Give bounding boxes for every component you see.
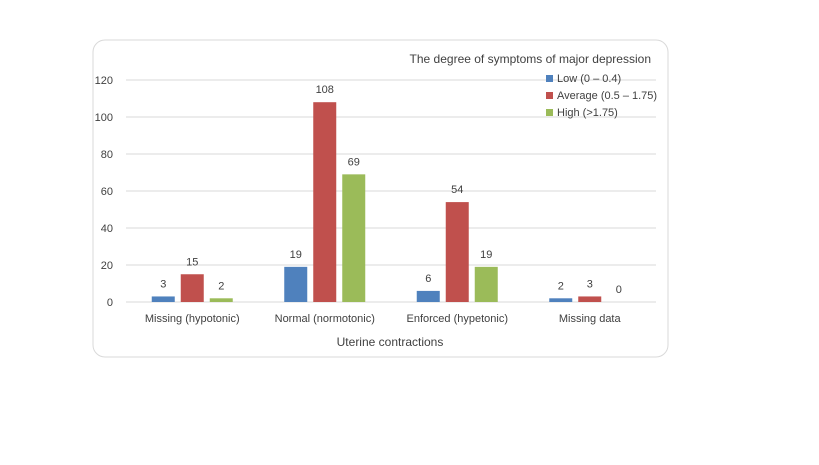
data-label: 19 — [290, 249, 302, 261]
bar-average — [180, 274, 204, 302]
y-tick-label: 20 — [101, 260, 113, 272]
y-tick-label: 0 — [107, 297, 113, 309]
bar-low — [416, 290, 440, 302]
legend-title: The degree of symptoms of major depressi… — [410, 52, 651, 66]
data-label: 0 — [616, 284, 622, 296]
bars — [151, 102, 602, 302]
y-tick-label: 60 — [101, 186, 113, 198]
data-label: 6 — [425, 273, 431, 285]
x-axis-ticks: Missing (hypotonic) Normal (normotonic) En… — [145, 313, 622, 325]
data-label: 15 — [186, 256, 198, 268]
bar-average — [578, 296, 602, 302]
x-tick-label: Missing data — [559, 313, 622, 325]
bar-low — [549, 298, 573, 302]
data-label: 2 — [558, 280, 564, 292]
y-tick-label: 80 — [101, 149, 113, 161]
x-tick-label: Normal (normotonic) — [275, 313, 375, 325]
bar-high — [209, 298, 233, 302]
data-label: 69 — [348, 156, 360, 168]
x-axis-title: Uterine contractions — [337, 335, 444, 349]
legend-swatch — [546, 109, 553, 116]
legend: Low (0 – 0.4) Average (0.5 – 1.75) High (>… — [546, 73, 657, 119]
chart-frame — [92, 39, 669, 358]
bar-high — [474, 266, 498, 302]
data-label: 19 — [480, 249, 492, 261]
data-label: 2 — [218, 280, 224, 292]
data-label: 54 — [451, 184, 463, 196]
bar-low — [151, 296, 175, 302]
data-labels: 3 15 2 19 108 69 6 54 19 2 3 0 — [160, 84, 622, 296]
y-axis-ticks: 0 20 40 60 80 100 120 — [95, 75, 113, 309]
legend-label: High (>1.75) — [557, 107, 618, 119]
legend-swatch — [546, 75, 553, 82]
gridlines — [126, 79, 656, 303]
bar-average — [445, 202, 469, 302]
data-label: 108 — [316, 84, 334, 96]
data-label: 3 — [587, 278, 593, 290]
y-tick-label: 120 — [95, 75, 113, 87]
legend-label: Low (0 – 0.4) — [557, 73, 621, 85]
data-label: 3 — [160, 278, 166, 290]
bar-high — [342, 174, 366, 302]
x-tick-label: Enforced (hypetonic) — [407, 313, 509, 325]
y-tick-label: 100 — [95, 112, 113, 124]
legend-label: Average (0.5 – 1.75) — [557, 90, 657, 102]
bar-low — [284, 266, 308, 302]
x-tick-label: Missing (hypotonic) — [145, 313, 240, 325]
legend-swatch — [546, 92, 553, 99]
y-tick-label: 40 — [101, 223, 113, 235]
bar-average — [313, 102, 337, 302]
